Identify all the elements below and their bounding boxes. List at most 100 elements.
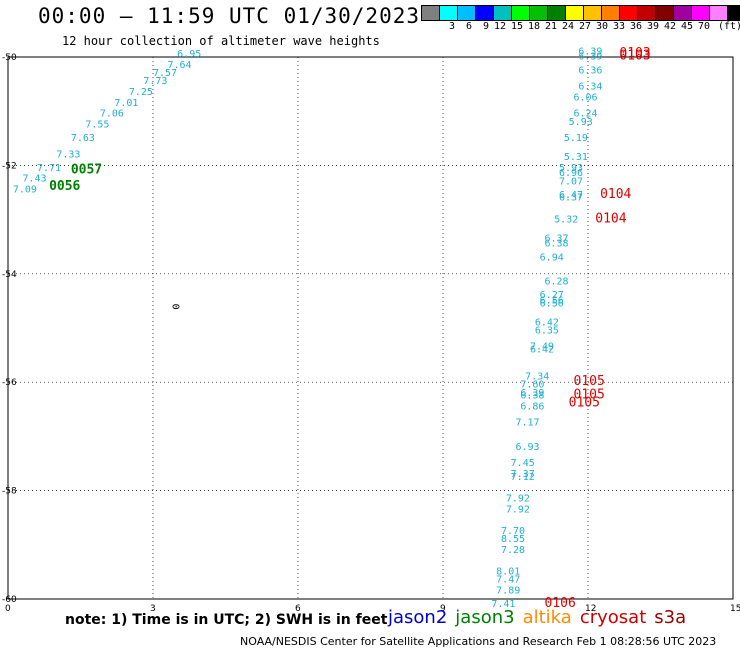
scale-swatch bbox=[458, 6, 476, 20]
scale-label: 15 bbox=[510, 21, 523, 32]
wave-height-scale-unit: (ft) bbox=[718, 21, 740, 32]
wave-height-label: 6.94 bbox=[540, 252, 564, 263]
legend-s3a: s3a bbox=[654, 607, 687, 628]
wave-height-label: 6.06 bbox=[574, 92, 598, 103]
wave-height-label: 7.28 bbox=[501, 545, 525, 556]
wave-height-label: 7.63 bbox=[71, 133, 95, 144]
time-stamp-label: 0103 bbox=[619, 49, 650, 64]
time-stamp-label: 0105 bbox=[569, 396, 600, 411]
wave-height-label: 5.32 bbox=[554, 214, 578, 225]
wave-height-label: 7.55 bbox=[85, 119, 109, 130]
wave-height-label: 7.70 bbox=[501, 526, 525, 537]
wave-height-label: 5.93 bbox=[569, 117, 593, 128]
wave-height-label: 5.93 bbox=[559, 163, 583, 174]
scale-swatch bbox=[602, 6, 620, 20]
legend-altika: altika bbox=[522, 607, 572, 628]
wave-height-color-scale bbox=[421, 5, 740, 21]
time-stamp-label: 0105 bbox=[574, 387, 605, 402]
scale-swatch bbox=[494, 6, 512, 20]
scale-label: 12 bbox=[493, 21, 506, 32]
wave-height-label: 6.93 bbox=[516, 442, 540, 453]
wave-height-label: 7.73 bbox=[143, 76, 167, 87]
scale-label: 21 bbox=[544, 21, 557, 32]
scale-label: 42 bbox=[663, 21, 676, 32]
wave-height-label: 6.36 bbox=[578, 65, 602, 76]
scale-label: 18 bbox=[527, 21, 540, 32]
scale-label: 70 bbox=[697, 21, 710, 32]
wave-height-label: 7.71 bbox=[37, 163, 61, 174]
wave-height-scale-labels: 3 6 9 12 15 18 21 24 27 30 33 36 39 42 45 70 bbox=[421, 21, 710, 32]
scale-swatch bbox=[656, 6, 674, 20]
wave-height-label: 6.24 bbox=[574, 109, 598, 120]
track-marker: 0 bbox=[169, 304, 180, 310]
time-stamp-label: 0103 bbox=[619, 46, 650, 61]
wave-height-label: 6.38 bbox=[520, 390, 544, 401]
scale-swatch bbox=[710, 6, 728, 20]
wave-height-label: 6.39 bbox=[520, 388, 544, 399]
scale-swatch bbox=[620, 6, 638, 20]
wave-height-label: 6.56 bbox=[540, 296, 564, 307]
scale-swatch bbox=[530, 6, 548, 20]
scale-swatch bbox=[548, 6, 566, 20]
scale-swatch bbox=[728, 6, 740, 20]
wave-height-label: 7.64 bbox=[168, 60, 192, 71]
wave-height-label: 6.37 bbox=[545, 233, 569, 244]
scale-label: 3 bbox=[448, 21, 455, 32]
wave-height-label: 6.37 bbox=[559, 193, 583, 204]
legend-cryosat: cryosat bbox=[579, 607, 647, 628]
x-tick-label: 3 bbox=[150, 604, 156, 614]
wave-height-label: 7.06 bbox=[100, 109, 124, 120]
wave-height-label: 7.09 bbox=[13, 185, 37, 196]
wave-height-label: 6.27 bbox=[540, 290, 564, 301]
wave-height-label: 6.38 bbox=[545, 239, 569, 250]
y-tick-label: -52 bbox=[2, 161, 17, 171]
plot-frame bbox=[7, 56, 734, 600]
wave-height-label: 7.45 bbox=[511, 458, 535, 469]
wave-height-label: 7.17 bbox=[516, 418, 540, 429]
x-tick-label: 6 bbox=[295, 604, 301, 614]
y-tick-label: -58 bbox=[2, 487, 17, 497]
y-tick-label: -50 bbox=[2, 53, 17, 63]
note-text: note: 1) Time is in UTC; 2) SWH is in fe… bbox=[65, 612, 388, 628]
scale-label: 6 bbox=[465, 21, 472, 32]
scale-swatch bbox=[638, 6, 656, 20]
time-stamp-label: 0105 bbox=[574, 374, 605, 389]
wave-height-label: 6.86 bbox=[520, 401, 544, 412]
scale-label: 36 bbox=[629, 21, 642, 32]
time-stamp-label: 0104 bbox=[600, 187, 631, 202]
scale-label: 45 bbox=[680, 21, 693, 32]
scale-swatch bbox=[422, 6, 440, 20]
page-title: 00:00 — 11:59 UTC 01/30/2023 bbox=[38, 4, 421, 28]
wave-height-label: 5.31 bbox=[564, 152, 588, 163]
legend-jason2: jason2 bbox=[388, 607, 448, 628]
y-tick-label: -56 bbox=[2, 378, 17, 388]
wave-height-label: 6.35 bbox=[535, 325, 559, 336]
legend-jason3: jason3 bbox=[455, 607, 515, 628]
wave-height-label: 6.95 bbox=[177, 49, 201, 60]
scale-swatch bbox=[584, 6, 602, 20]
y-tick-label: -60 bbox=[2, 595, 17, 605]
wave-height-label: 7.60 bbox=[520, 380, 544, 391]
wave-height-label: 6.42 bbox=[530, 344, 554, 355]
wave-height-label: 6.47 bbox=[559, 190, 583, 201]
wave-height-label: 7.33 bbox=[56, 149, 80, 160]
wave-height-label: 7.89 bbox=[496, 586, 520, 597]
y-tick-label: -54 bbox=[2, 270, 17, 280]
time-stamp-label: 0104 bbox=[595, 211, 626, 226]
wave-height-label: 6.96 bbox=[559, 168, 583, 179]
scale-swatch bbox=[674, 6, 692, 20]
wave-height-label: 7.57 bbox=[153, 68, 177, 79]
scale-swatch bbox=[440, 6, 458, 20]
wave-height-label: 6.28 bbox=[545, 277, 569, 288]
wave-height-label: 7.07 bbox=[559, 176, 583, 187]
wave-height-label: 5.19 bbox=[564, 133, 588, 144]
time-stamp-label: 0106 bbox=[545, 596, 576, 611]
scale-label: 24 bbox=[561, 21, 574, 32]
scale-label: 9 bbox=[482, 21, 489, 32]
time-stamp-label: 0056 bbox=[49, 179, 80, 194]
wave-height-label: 8.01 bbox=[496, 567, 520, 578]
scale-swatch bbox=[692, 6, 710, 20]
page-subtitle: 12 hour collection of altimeter wave hei… bbox=[62, 34, 380, 48]
x-tick-label: 15 bbox=[730, 604, 740, 614]
